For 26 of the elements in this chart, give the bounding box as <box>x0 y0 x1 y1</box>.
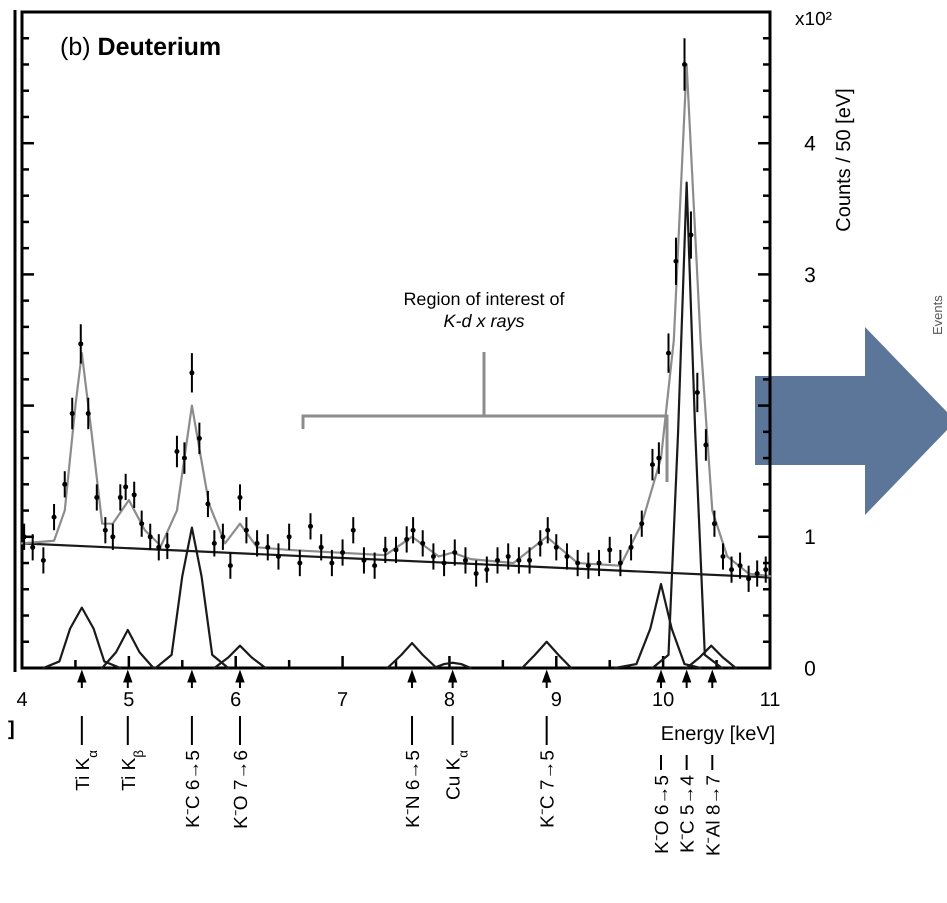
x-tick-label: 11 <box>760 689 780 711</box>
annotation: K⁻O 6→5 <box>652 775 674 854</box>
y-axis-title: Counts / 50 [eV] <box>833 88 855 232</box>
x-tick-label: 5 <box>123 689 134 711</box>
x-tick-label: 8 <box>444 689 455 711</box>
annotation: K⁻C 7→5 <box>538 750 559 828</box>
x-tick-label: 10 <box>652 689 674 711</box>
annotation: K⁻O 7→6 <box>230 750 252 829</box>
x-axis-title: Energy [keV] <box>660 723 776 745</box>
x-tick-label: 7 <box>337 689 348 711</box>
x-tick-label: 4 <box>16 689 28 711</box>
annotation: K⁻Al 8→7 <box>703 775 724 856</box>
y-tick-label: 3 <box>804 264 816 287</box>
x-tick-label: 9 <box>550 689 562 711</box>
y-tick-label: 4 <box>804 132 816 156</box>
y-tick-label: 1 <box>804 526 816 550</box>
text: ] <box>8 718 15 740</box>
annotation: Region of interest of K-d x rays <box>403 289 566 331</box>
text: (b) Deuterium <box>60 33 222 61</box>
x-tick-label: 6 <box>230 689 242 711</box>
text: Events <box>930 294 945 335</box>
y-tick-label: 0 <box>804 657 816 680</box>
annotation: K⁻C 6→5 <box>182 750 204 828</box>
annotation: K⁻C 5→4 <box>678 774 699 853</box>
annotation: K⁻N 6→5 <box>403 750 424 828</box>
text: x10² <box>795 9 832 30</box>
